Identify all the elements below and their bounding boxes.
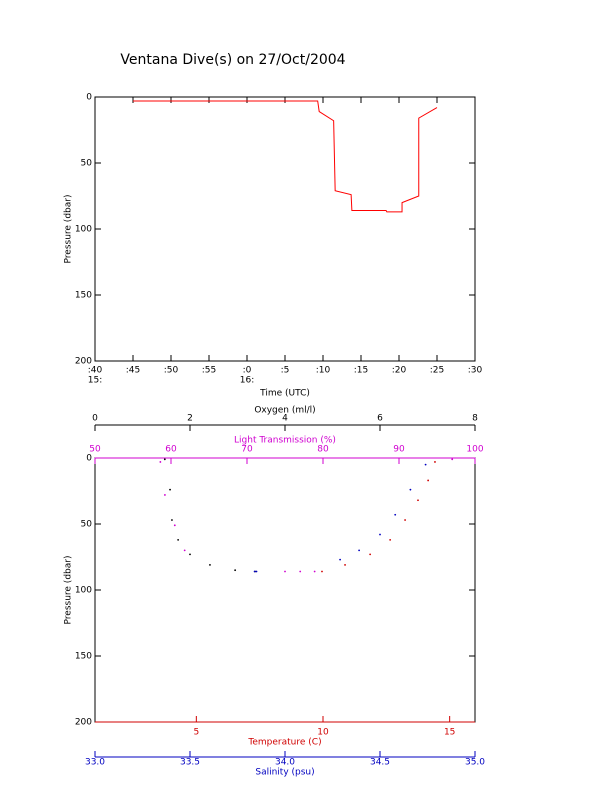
- data-point: [255, 570, 258, 573]
- x-tick-label: :10: [316, 366, 331, 376]
- data-point: [299, 570, 302, 573]
- data-point: [163, 458, 166, 461]
- y-tick-label: 150: [75, 652, 92, 662]
- data-point: [169, 488, 171, 491]
- x-tick-label: :5: [281, 366, 290, 376]
- data-point: [164, 494, 166, 496]
- data-point: [394, 513, 397, 516]
- data-point: [171, 519, 173, 521]
- data-point: [434, 461, 436, 463]
- page-title: Ventana Dive(s) on 27/Oct/2004: [120, 52, 345, 68]
- x-tick-label-hour: 16:: [240, 376, 254, 386]
- x-tick-label: 10: [317, 728, 329, 738]
- x-axis-label: Salinity (psu): [255, 768, 314, 778]
- data-point: [344, 564, 346, 566]
- data-point: [177, 538, 180, 541]
- data-point: [404, 519, 406, 521]
- data-point: [209, 564, 211, 566]
- x-axis-label: Time (UTC): [259, 389, 310, 399]
- data-point: [379, 533, 381, 536]
- x-tick-label-hour: 15:: [88, 376, 102, 386]
- y-tick-label: 100: [75, 225, 92, 235]
- data-point: [284, 570, 286, 573]
- data-point: [389, 538, 392, 541]
- data-point: [339, 558, 341, 561]
- x-tick-label: 8: [472, 414, 478, 424]
- data-point: [189, 553, 191, 556]
- x-tick-label: :15: [354, 366, 368, 376]
- x-tick-label: :55: [202, 366, 216, 376]
- x-tick-label: 35.0: [465, 758, 485, 768]
- data-point: [173, 524, 176, 527]
- x-tick-label: :50: [164, 366, 179, 376]
- x-tick-label: 50: [89, 445, 101, 455]
- data-point: [313, 570, 316, 573]
- x-tick-label: 2: [187, 414, 193, 424]
- x-tick-label: :25: [430, 366, 444, 376]
- x-tick-label: :0: [243, 366, 252, 376]
- y-tick-label: 0: [86, 93, 92, 103]
- data-point: [409, 488, 412, 491]
- y-tick-label: 100: [75, 586, 92, 596]
- y-tick-label: 200: [75, 718, 92, 728]
- x-axis-label: Light Transmission (%): [234, 436, 336, 446]
- data-point: [417, 499, 419, 502]
- x-tick-label: :45: [126, 366, 140, 376]
- x-tick-label: 4: [282, 414, 288, 424]
- y-tick-label: 200: [75, 357, 92, 367]
- x-tick-label: 6: [377, 414, 383, 424]
- data-point: [369, 553, 372, 556]
- x-tick-label: :20: [392, 366, 407, 376]
- x-tick-label: 70: [241, 445, 253, 455]
- x-tick-label: 33.0: [85, 758, 105, 768]
- x-tick-label: 5: [193, 728, 199, 738]
- x-tick-label: 60: [165, 445, 177, 455]
- x-tick-label: 90: [393, 445, 405, 455]
- y-tick-label: 0: [86, 454, 92, 464]
- x-axis-label: Temperature (C): [247, 738, 321, 748]
- data-point: [427, 479, 430, 482]
- x-tick-label: 80: [317, 445, 329, 455]
- y-tick-label: 50: [81, 520, 93, 530]
- data-point: [451, 458, 454, 461]
- data-point: [321, 570, 323, 573]
- y-tick-label: 150: [75, 291, 92, 301]
- data-point: [159, 461, 162, 463]
- x-tick-label: 34.5: [370, 758, 390, 768]
- data-point: [424, 463, 427, 466]
- plot-frame: [94, 457, 476, 723]
- data-point: [253, 570, 256, 573]
- x-tick-label: 100: [466, 445, 483, 455]
- x-axis-label: Oxygen (ml/l): [254, 406, 315, 416]
- x-tick-label: 33.5: [180, 758, 200, 768]
- y-axis-label: Pressure (dbar): [64, 195, 74, 264]
- data-line: [133, 100, 438, 213]
- x-tick-label: 34.0: [275, 758, 295, 768]
- y-axis-label: Pressure (dbar): [64, 556, 74, 625]
- data-point: [234, 569, 237, 572]
- data-point: [358, 549, 360, 552]
- x-tick-label: :40: [88, 366, 103, 376]
- data-point: [183, 549, 186, 552]
- y-tick-label: 50: [81, 159, 93, 169]
- x-tick-label: :30: [468, 366, 483, 376]
- x-tick-label: 15: [444, 728, 455, 738]
- plot-frame: [94, 96, 476, 362]
- x-tick-label: 0: [92, 414, 98, 424]
